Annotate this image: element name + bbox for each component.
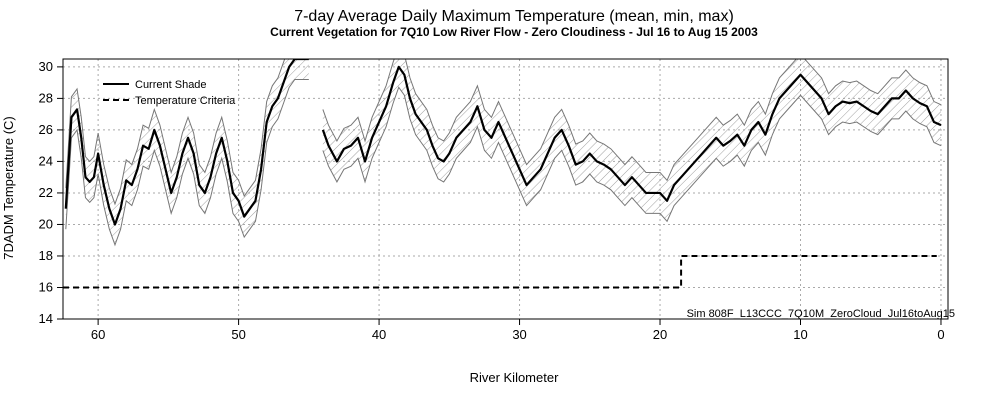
range-band-area xyxy=(322,59,941,222)
current-shade-line xyxy=(321,65,942,202)
max-temperature-line xyxy=(65,59,286,206)
range-band-area xyxy=(65,59,309,245)
min-temperature-line xyxy=(322,86,942,223)
x-tick-label: 30 xyxy=(512,327,526,342)
chart-subtitle: Current Vegetation for 7Q10 Low River Fl… xyxy=(270,25,758,39)
current-shade-line xyxy=(64,59,309,226)
chart-title: 7-day Average Daily Maximum Temperature … xyxy=(294,8,734,25)
x-tick-label: 20 xyxy=(653,327,667,342)
min-temperature-line xyxy=(65,78,309,247)
y-tick-label: 28 xyxy=(39,90,53,105)
temperature-criteria-line xyxy=(63,254,937,289)
simulation-annotation: Sim 808F_L13CCC_7Q10M_ZeroCloud_Jul16toA… xyxy=(687,308,955,320)
y-tick-label: 22 xyxy=(39,185,53,200)
y-tick-label: 24 xyxy=(39,153,53,168)
y-axis-label: 7DADM Temperature (C) xyxy=(1,116,16,260)
x-tick-label: 0 xyxy=(937,327,944,342)
x-tick-label: 50 xyxy=(231,327,245,342)
y-tick-label: 26 xyxy=(39,122,53,137)
series-lines xyxy=(63,59,942,289)
y-axis-ticks: 14 16 18 20 22 24 26 28 30 xyxy=(39,59,63,326)
legend: Current Shade Temperature Criteria xyxy=(103,79,236,107)
x-axis-ticks: 60 50 40 30 20 10 0 xyxy=(91,319,945,342)
legend-label-temperature-criteria: Temperature Criteria xyxy=(135,95,236,107)
legend-label-current-shade: Current Shade xyxy=(135,79,207,91)
range-band xyxy=(65,59,942,247)
y-tick-label: 14 xyxy=(39,311,53,326)
x-axis-label: River Kilometer xyxy=(470,370,560,385)
y-tick-label: 20 xyxy=(39,216,53,231)
plot-frame xyxy=(62,58,949,320)
x-tick-label: 60 xyxy=(91,327,105,342)
y-tick-label: 30 xyxy=(39,59,53,74)
y-tick-label: 16 xyxy=(39,279,53,294)
x-tick-label: 40 xyxy=(372,327,386,342)
max-temperature-line xyxy=(322,59,942,182)
y-tick-label: 18 xyxy=(39,248,53,263)
x-tick-label: 10 xyxy=(793,327,807,342)
